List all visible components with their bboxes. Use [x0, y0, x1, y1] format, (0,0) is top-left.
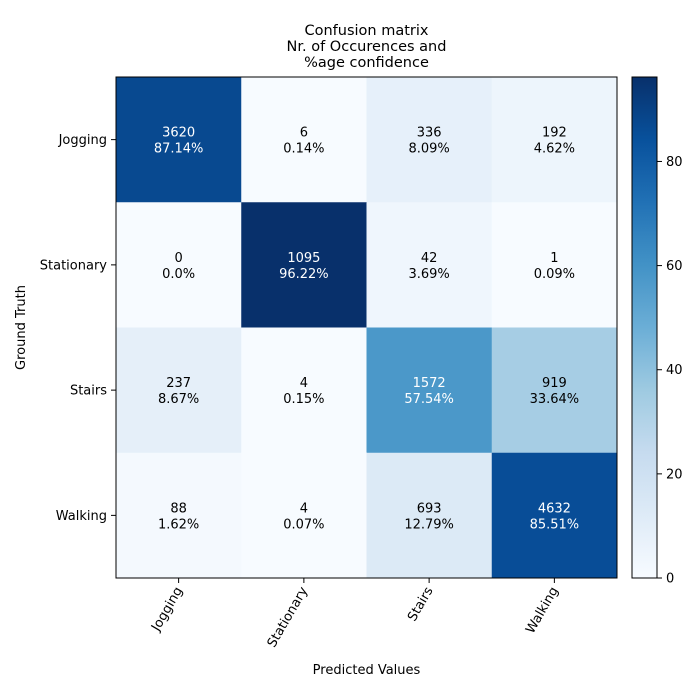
x-axis-label: Predicted Values — [313, 663, 421, 678]
x-tick-label: Jogging — [148, 585, 186, 635]
cell-count-label: 3620 — [162, 126, 195, 141]
colorbar-gradient — [631, 76, 658, 579]
cell-count-label: 237 — [166, 376, 191, 391]
matrix-cell — [241, 202, 367, 328]
cell-percentage-label: 12.79% — [404, 517, 454, 532]
y-tick-label: Stairs — [70, 384, 107, 399]
cell-count-label: 192 — [542, 126, 567, 141]
cell-count-label: 336 — [417, 126, 442, 141]
cell-count-label: 0 — [174, 251, 182, 266]
cell-count-label: 88 — [170, 501, 187, 516]
chart-title-line: Confusion matrix — [304, 23, 428, 39]
cell-percentage-label: 4.62% — [534, 142, 575, 157]
cell-count-label: 693 — [417, 501, 442, 516]
cell-count-label: 4632 — [538, 501, 571, 516]
cell-percentage-label: 0.0% — [162, 267, 195, 282]
cell-percentage-label: 0.07% — [283, 517, 324, 532]
matrix-cell — [241, 327, 367, 454]
y-tick-label: Walking — [56, 509, 107, 524]
cell-count-label: 42 — [421, 251, 438, 266]
cell-percentage-label: 96.22% — [279, 267, 329, 282]
cell-count-label: 1572 — [413, 376, 446, 391]
matrix-cell — [366, 202, 493, 328]
cell-percentage-label: 0.15% — [283, 392, 324, 407]
y-tick-label: Jogging — [58, 133, 107, 148]
y-tick-label: Stationary — [40, 258, 108, 273]
cell-percentage-label: 33.64% — [530, 392, 580, 407]
cell-percentage-label: 3.69% — [408, 267, 449, 282]
cell-count-label: 1 — [550, 251, 558, 266]
cell-percentage-label: 8.67% — [158, 392, 199, 407]
cell-count-label: 4 — [300, 376, 308, 391]
plot-frame — [115, 76, 618, 579]
chart-title-line: Nr. of Occurences and — [287, 39, 447, 55]
y-axis-ticks: Jogging Stationary Stairs Walking — [40, 133, 116, 524]
matrix-cell — [366, 452, 493, 579]
cell-percentage-label: 85.51% — [530, 517, 580, 532]
y-axis-label: Ground Truth — [14, 285, 29, 370]
matrix-cell — [241, 77, 367, 203]
cell-percentage-label: 87.14% — [154, 142, 204, 157]
cell-percentage-label: 0.14% — [283, 142, 324, 157]
x-tick-label: Stationary — [265, 584, 312, 650]
cell-percentage-label: 8.09% — [408, 142, 449, 157]
colorbar-tick-label: 60 — [666, 259, 683, 274]
colorbar-tick-label: 40 — [666, 363, 683, 378]
colorbar: 0 20 40 60 80 — [631, 76, 683, 587]
matrix-cell — [366, 327, 493, 454]
cell-percentage-label: 1.62% — [158, 517, 199, 532]
chart-title-line: %age confidence — [304, 55, 429, 71]
matrix-cells — [116, 77, 618, 579]
cell-count-label: 4 — [300, 501, 308, 516]
colorbar-tick-label: 20 — [666, 467, 683, 482]
matrix-cell — [116, 77, 242, 203]
x-tick-label: Walking — [523, 585, 562, 637]
matrix-cell — [116, 327, 242, 454]
x-tick-label: Stairs — [405, 584, 437, 624]
cell-count-label: 1095 — [287, 251, 320, 266]
matrix-cell — [116, 202, 242, 328]
cell-count-label: 6 — [300, 126, 308, 141]
matrix-cell — [491, 452, 618, 579]
matrix-cell — [241, 452, 367, 579]
colorbar-tick-label: 80 — [666, 155, 683, 170]
cell-percentage-label: 0.09% — [534, 267, 575, 282]
cell-count-label: 919 — [542, 376, 567, 391]
cell-percentage-label: 57.54% — [404, 392, 454, 407]
matrix-cell — [116, 452, 242, 579]
matrix-cell — [366, 77, 493, 203]
x-axis-ticks: Jogging Stationary Stairs Walking — [148, 578, 562, 650]
matrix-cell — [491, 327, 618, 454]
matrix-cell — [491, 202, 618, 328]
matrix-cell — [491, 77, 618, 203]
colorbar-ticks: 0 20 40 60 80 — [657, 155, 683, 587]
colorbar-tick-label: 0 — [666, 572, 674, 587]
